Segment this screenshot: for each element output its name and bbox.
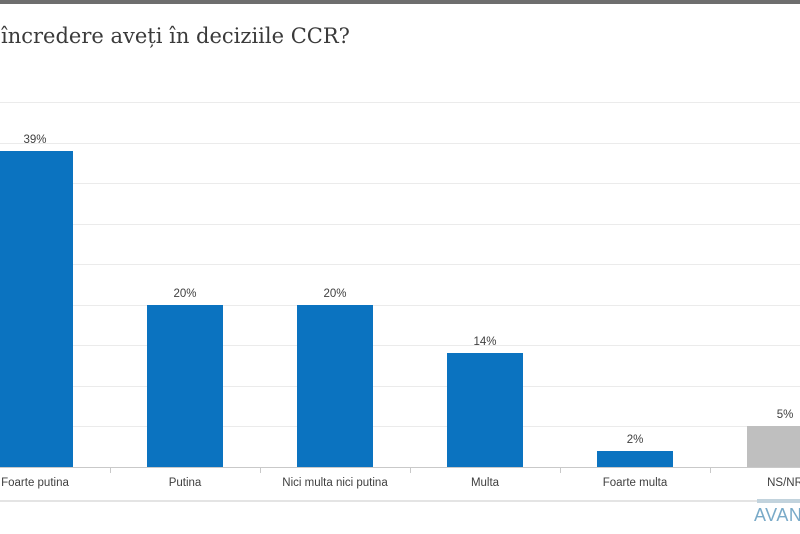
bar-ns-nr [747,426,800,467]
category-label: NS/NR [767,477,800,489]
x-axis-line [0,467,800,468]
bar-value-label: 20% [323,288,347,300]
category-label: Nici multa nici putina [282,477,388,489]
bar-foarte-multa [597,451,673,467]
gridline [0,386,800,387]
axis-tick [110,468,111,473]
gridline [0,143,800,144]
axis-tick [560,468,561,473]
gridline [0,102,800,103]
bar-putina [147,305,223,467]
gridline [0,224,800,225]
bar-value-label: 14% [473,336,497,348]
bar-value-label: 2% [626,434,644,446]
axis-tick [260,468,261,473]
brand-logo: AVANGARDE [754,496,800,534]
gridline [0,305,800,306]
bar-nici-multa-nici-putina [297,305,373,467]
logo-tagline [757,499,800,503]
gridline [0,345,800,346]
bar-multa [447,353,523,467]
bar-value-label: 20% [173,288,197,300]
gridline [0,426,800,427]
category-label: Putina [168,477,202,489]
category-label: Foarte putina [1,477,69,489]
logo-wordmark: AVANGARDE [754,505,800,525]
top-band [0,0,800,4]
chart-title: încredere aveți în deciziile CCR? [1,24,350,48]
gridline [0,183,800,184]
category-label: Multa [470,477,500,489]
axis-tick [710,468,711,473]
axis-tick [410,468,411,473]
bottom-divider [0,500,800,502]
category-label: Foarte multa [602,477,668,489]
gridline [0,264,800,265]
bar-value-label: 5% [776,409,794,421]
bar-value-label: 39% [23,134,47,146]
bar-foarte-putina [0,151,73,467]
